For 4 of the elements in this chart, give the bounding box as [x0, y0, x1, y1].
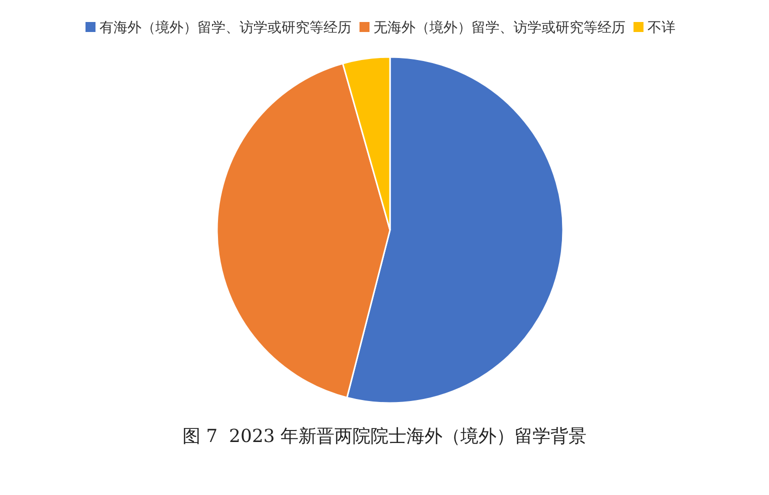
legend-label: 有海外（境外）留学、访学或研究等经历 — [100, 20, 352, 36]
legend-label: 不详 — [648, 20, 676, 36]
text: 图 7 2023 年新晋两院院士海外（境外）留学背景 — [182, 426, 587, 447]
legend-label: 无海外（境外）留学、访学或研究等经历 — [374, 20, 626, 36]
